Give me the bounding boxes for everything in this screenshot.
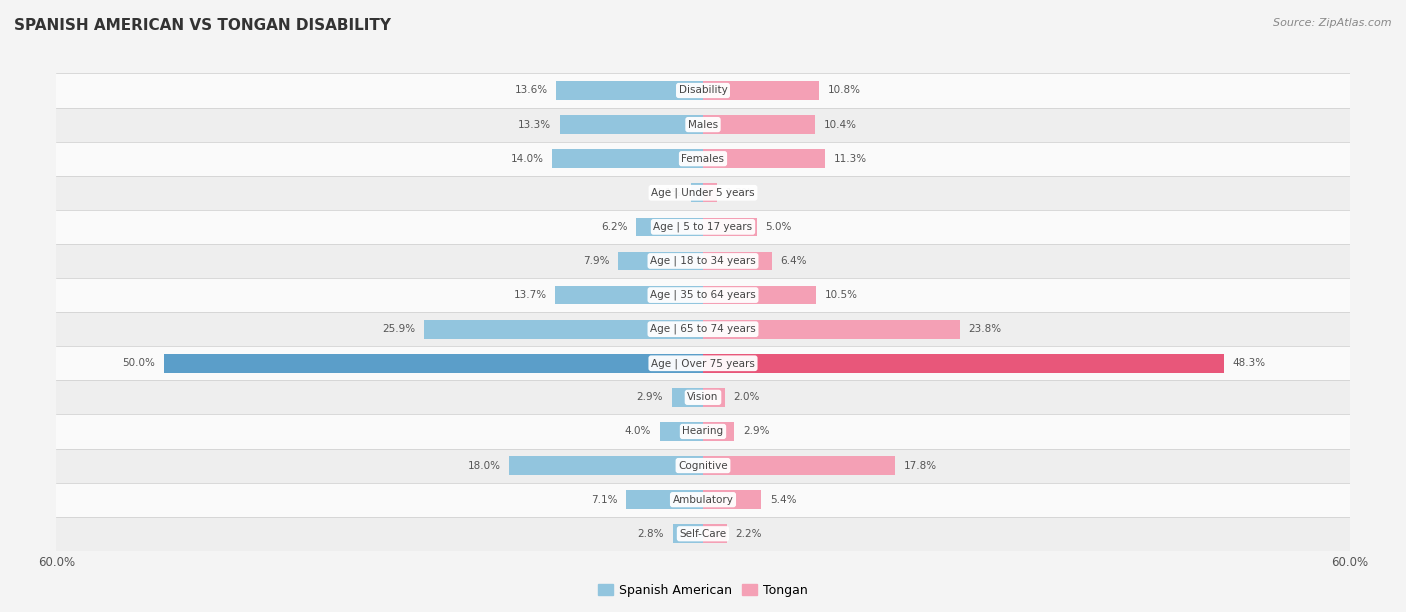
Bar: [703, 354, 1223, 373]
Bar: [703, 115, 815, 134]
Text: 1.1%: 1.1%: [657, 188, 682, 198]
Text: 2.2%: 2.2%: [735, 529, 762, 539]
Bar: [673, 524, 703, 543]
Bar: [56, 278, 1350, 312]
Bar: [703, 320, 959, 338]
Bar: [56, 346, 1350, 380]
Bar: [703, 524, 727, 543]
Bar: [672, 388, 703, 407]
Text: 18.0%: 18.0%: [467, 461, 501, 471]
Bar: [703, 286, 815, 304]
Bar: [627, 490, 703, 509]
Bar: [56, 414, 1350, 449]
Text: 6.2%: 6.2%: [600, 222, 627, 232]
Text: Age | 18 to 34 years: Age | 18 to 34 years: [650, 256, 756, 266]
Text: Age | 65 to 74 years: Age | 65 to 74 years: [650, 324, 756, 334]
Bar: [636, 217, 703, 236]
Bar: [56, 449, 1350, 483]
Text: 4.0%: 4.0%: [624, 427, 651, 436]
Text: 23.8%: 23.8%: [969, 324, 1001, 334]
Bar: [555, 286, 703, 304]
Text: 2.8%: 2.8%: [638, 529, 664, 539]
Text: 2.9%: 2.9%: [742, 427, 769, 436]
Text: Hearing: Hearing: [682, 427, 724, 436]
Bar: [703, 81, 820, 100]
Text: 10.8%: 10.8%: [828, 86, 860, 95]
Text: 6.4%: 6.4%: [780, 256, 807, 266]
Text: Cognitive: Cognitive: [678, 461, 728, 471]
Text: 14.0%: 14.0%: [510, 154, 544, 163]
Bar: [56, 517, 1350, 551]
Text: 5.0%: 5.0%: [765, 222, 792, 232]
Bar: [509, 456, 703, 475]
Bar: [703, 456, 894, 475]
Text: 10.5%: 10.5%: [825, 290, 858, 300]
Bar: [703, 252, 772, 271]
Bar: [703, 388, 724, 407]
Bar: [703, 217, 756, 236]
Bar: [692, 184, 703, 202]
Text: 50.0%: 50.0%: [122, 358, 156, 368]
Text: 13.7%: 13.7%: [513, 290, 547, 300]
Bar: [56, 483, 1350, 517]
Bar: [703, 490, 761, 509]
Text: 13.6%: 13.6%: [515, 86, 548, 95]
Text: 10.4%: 10.4%: [824, 119, 856, 130]
Bar: [703, 422, 734, 441]
Legend: Spanish American, Tongan: Spanish American, Tongan: [593, 579, 813, 602]
Text: Self-Care: Self-Care: [679, 529, 727, 539]
Text: Age | Under 5 years: Age | Under 5 years: [651, 187, 755, 198]
Text: 7.9%: 7.9%: [582, 256, 609, 266]
Bar: [423, 320, 703, 338]
Text: Source: ZipAtlas.com: Source: ZipAtlas.com: [1274, 18, 1392, 28]
Text: Age | 35 to 64 years: Age | 35 to 64 years: [650, 290, 756, 300]
Text: SPANISH AMERICAN VS TONGAN DISABILITY: SPANISH AMERICAN VS TONGAN DISABILITY: [14, 18, 391, 34]
Bar: [56, 73, 1350, 108]
Bar: [56, 210, 1350, 244]
Bar: [560, 115, 703, 134]
Text: 5.4%: 5.4%: [770, 494, 796, 505]
Text: 2.9%: 2.9%: [637, 392, 664, 402]
Text: Males: Males: [688, 119, 718, 130]
Bar: [553, 149, 703, 168]
Bar: [557, 81, 703, 100]
Bar: [56, 312, 1350, 346]
Text: Females: Females: [682, 154, 724, 163]
Text: 13.3%: 13.3%: [517, 119, 551, 130]
Bar: [659, 422, 703, 441]
Text: 1.3%: 1.3%: [725, 188, 752, 198]
Bar: [56, 141, 1350, 176]
Bar: [165, 354, 703, 373]
Bar: [56, 176, 1350, 210]
Bar: [703, 184, 717, 202]
Text: 7.1%: 7.1%: [592, 494, 617, 505]
Text: Age | 5 to 17 years: Age | 5 to 17 years: [654, 222, 752, 232]
Text: 48.3%: 48.3%: [1232, 358, 1265, 368]
Bar: [56, 380, 1350, 414]
Text: Vision: Vision: [688, 392, 718, 402]
Text: 17.8%: 17.8%: [904, 461, 936, 471]
Text: Age | Over 75 years: Age | Over 75 years: [651, 358, 755, 368]
Bar: [617, 252, 703, 271]
Text: Disability: Disability: [679, 86, 727, 95]
Text: 11.3%: 11.3%: [834, 154, 866, 163]
Text: 25.9%: 25.9%: [382, 324, 415, 334]
Bar: [703, 149, 825, 168]
Text: Ambulatory: Ambulatory: [672, 494, 734, 505]
Text: 2.0%: 2.0%: [733, 392, 759, 402]
Bar: [56, 108, 1350, 141]
Bar: [56, 244, 1350, 278]
